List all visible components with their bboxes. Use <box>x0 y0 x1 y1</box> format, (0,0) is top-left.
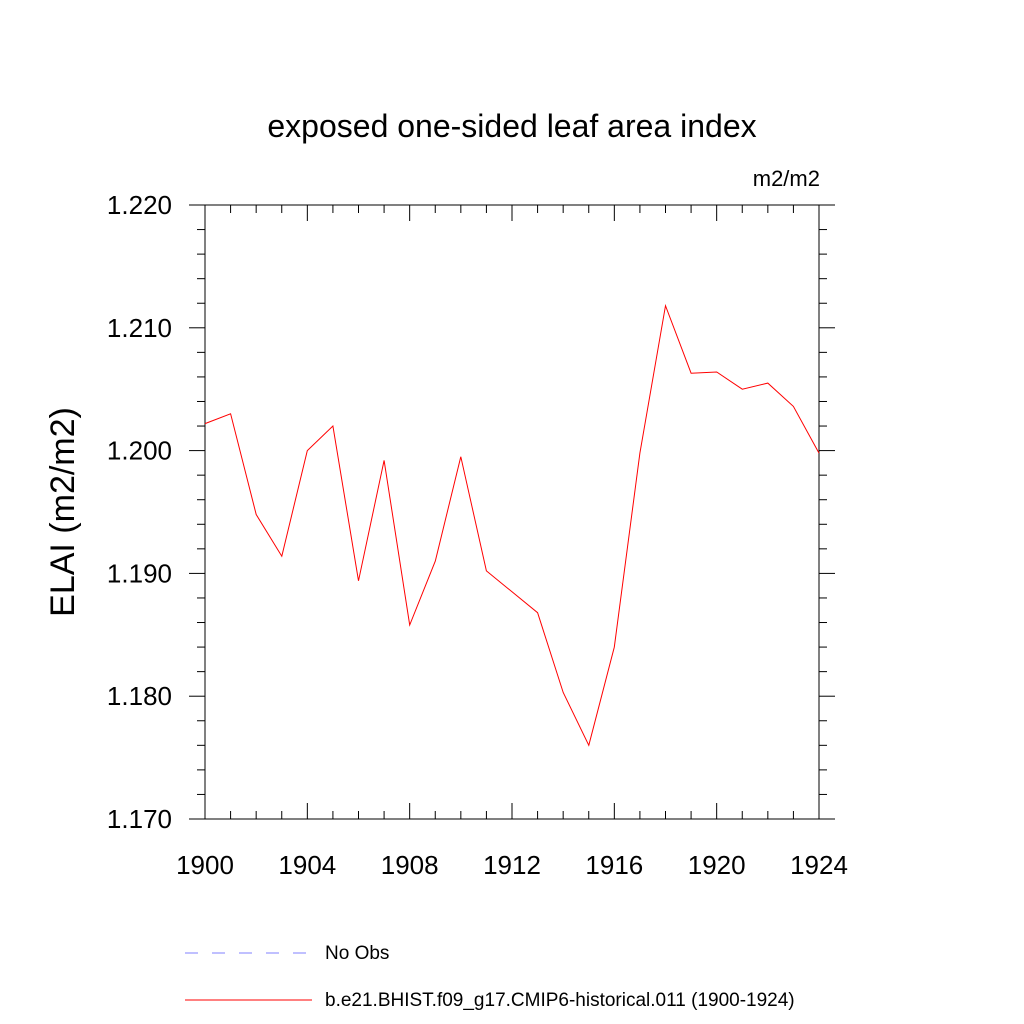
axis-ticks <box>189 204 835 820</box>
x-tick-label: 1920 <box>688 850 746 880</box>
x-tick-label: 1924 <box>790 850 848 880</box>
y-tick-label: 1.180 <box>107 681 172 711</box>
legend-label-historical: b.e21.BHIST.f09_g17.CMIP6-historical.011… <box>325 990 795 1011</box>
y-tick-label: 1.200 <box>107 436 172 466</box>
chart-title: exposed one-sided leaf area index <box>267 108 756 144</box>
x-tick-label: 1916 <box>585 850 643 880</box>
legend-label-no-obs: No Obs <box>325 943 389 964</box>
y-axis-label: ELAI (m2/m2) <box>44 407 82 617</box>
series-line <box>204 303 820 747</box>
units-label: m2/m2 <box>753 166 820 191</box>
plot-frame <box>204 204 820 820</box>
series-group <box>204 303 820 747</box>
x-tick-label: 1908 <box>381 850 439 880</box>
y-tick-label: 1.170 <box>107 804 172 834</box>
x-tick-label: 1900 <box>176 850 234 880</box>
x-tick-label: 1912 <box>483 850 541 880</box>
y-tick-label: 1.190 <box>107 558 172 588</box>
y-tick-label: 1.220 <box>107 190 172 220</box>
tick-labels: 1900 1904 1908 1912 1916 1920 1924 1.170 1.180 1.… <box>107 190 848 880</box>
x-tick-label: 1904 <box>278 850 336 880</box>
legend: No Obs b.e21.BHIST.f09_g17.CMIP6-histori… <box>185 943 795 1011</box>
y-tick-label: 1.210 <box>107 313 172 343</box>
